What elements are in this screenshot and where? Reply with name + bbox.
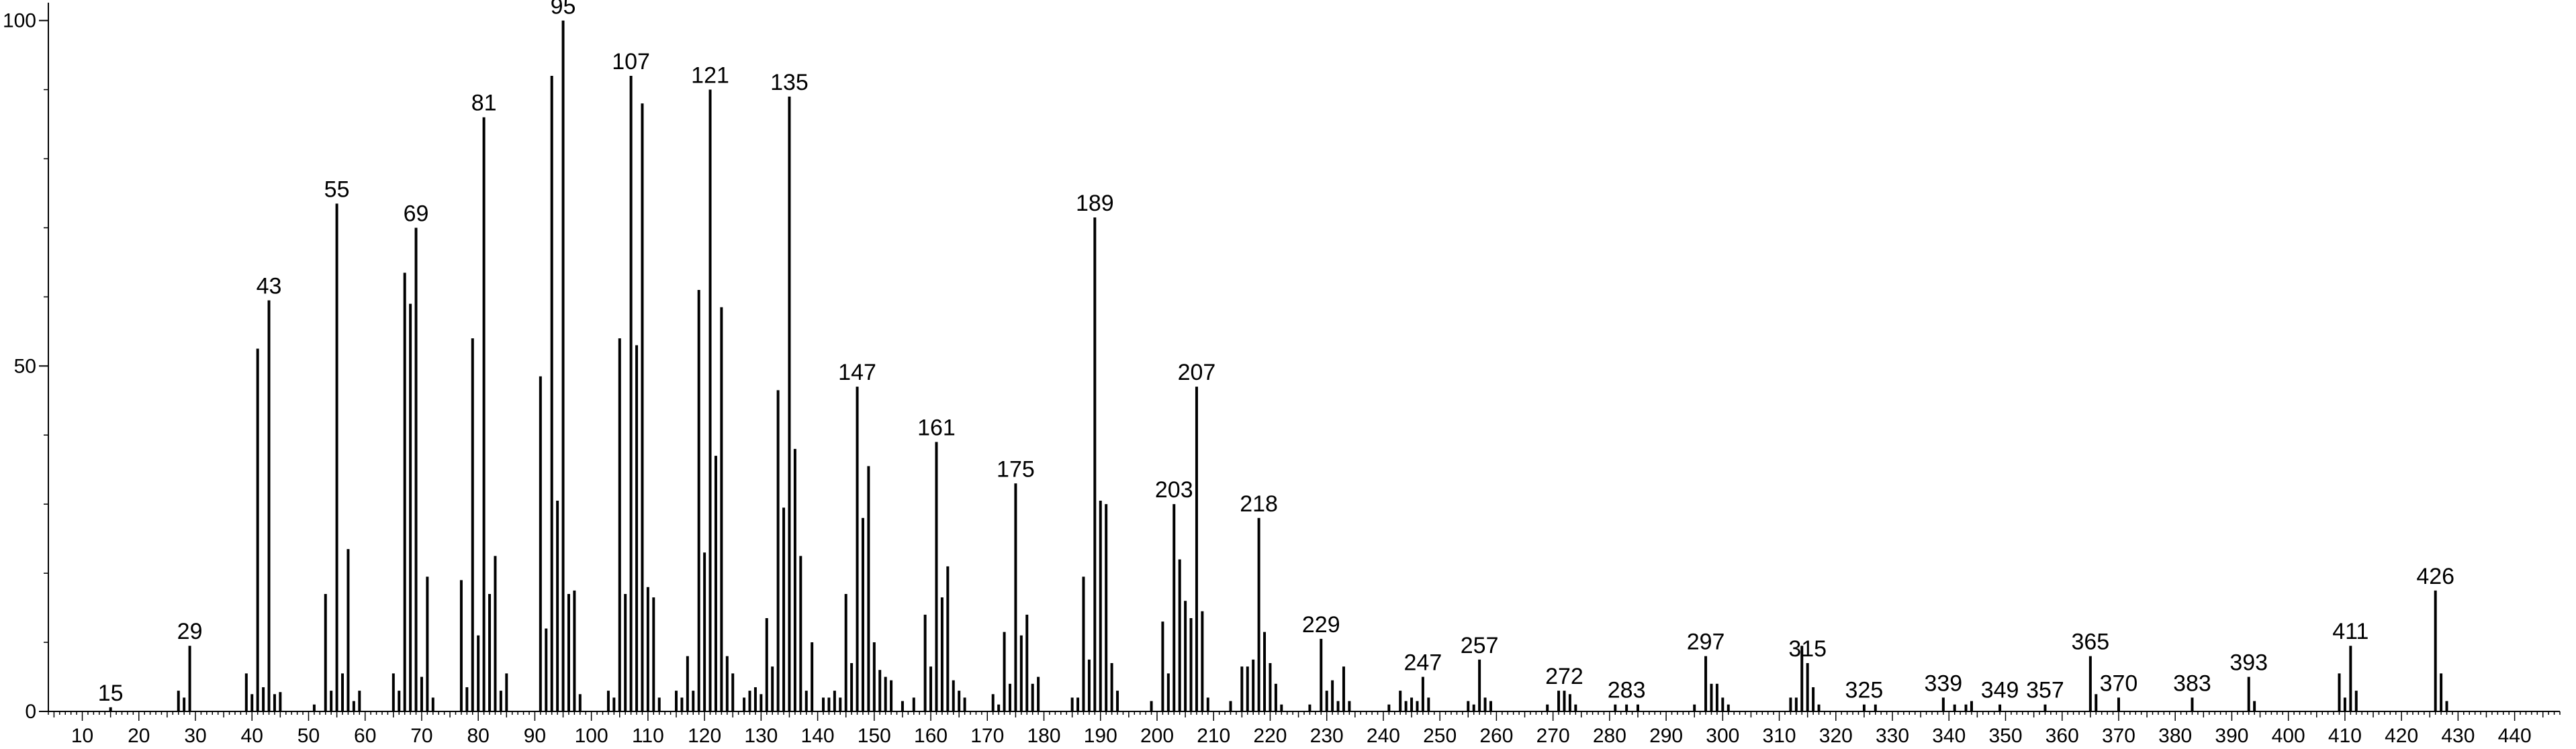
peak-label: 393 xyxy=(2229,650,2268,676)
peak-label: 147 xyxy=(838,360,876,385)
x-tick-label: 80 xyxy=(467,725,489,747)
x-tick-label: 260 xyxy=(1479,725,1513,747)
peak-label: 283 xyxy=(1608,678,1646,703)
peak-label: 29 xyxy=(177,619,203,644)
axes xyxy=(48,3,2560,712)
x-tick-label: 110 xyxy=(632,725,664,747)
peak-label: 365 xyxy=(2071,630,2109,655)
x-tick-label: 330 xyxy=(1876,725,1909,747)
peak-label: 426 xyxy=(2416,564,2454,589)
x-tick-label: 220 xyxy=(1253,725,1287,747)
peak-label: 383 xyxy=(2173,670,2211,696)
peak-label: 69 xyxy=(404,201,429,226)
x-tick-label: 290 xyxy=(1649,725,1683,747)
x-tick-label: 370 xyxy=(2102,725,2135,747)
peak-label: 95 xyxy=(551,0,576,19)
peak-label: 370 xyxy=(2100,670,2138,696)
x-tick-label: 270 xyxy=(1536,725,1570,747)
peak-label: 161 xyxy=(917,415,956,441)
x-tick-label: 300 xyxy=(1706,725,1739,747)
x-axis-ticks: 10 20 30 40 50 60 70 80 90 100 110 120 130 140 150 160 1… xyxy=(48,711,2561,747)
x-tick-label: 350 xyxy=(1988,725,2022,747)
peak-label: 247 xyxy=(1404,650,1442,676)
peak-label: 175 xyxy=(997,456,1035,482)
peak-label: 207 xyxy=(1178,360,1216,385)
x-tick-label: 190 xyxy=(1084,725,1117,747)
x-tick-label: 100 xyxy=(575,725,608,747)
y-tick-label: 100 xyxy=(3,10,36,32)
x-tick-label: 250 xyxy=(1423,725,1457,747)
x-tick-label: 230 xyxy=(1310,725,1344,747)
x-tick-label: 50 xyxy=(297,725,320,747)
x-tick-label: 120 xyxy=(688,725,721,747)
peak-label: 272 xyxy=(1545,664,1583,689)
x-tick-label: 130 xyxy=(744,725,778,747)
peak-label: 315 xyxy=(1788,636,1827,662)
x-tick-label: 410 xyxy=(2328,725,2362,747)
x-tick-label: 30 xyxy=(184,725,206,747)
peak-label: 339 xyxy=(1924,670,1962,696)
peak-label: 189 xyxy=(1076,191,1114,216)
x-tick-label: 160 xyxy=(914,725,948,747)
x-tick-label: 20 xyxy=(128,725,150,747)
peak-labels: 15 29 43 55 69 81 95 107 121 135 147 161 175 189 203 20… xyxy=(98,0,2454,706)
x-tick-label: 10 xyxy=(71,725,93,747)
peak-label: 357 xyxy=(2026,678,2064,703)
x-tick-label: 60 xyxy=(354,725,376,747)
x-tick-label: 280 xyxy=(1593,725,1626,747)
x-tick-label: 380 xyxy=(2158,725,2192,747)
x-tick-label: 240 xyxy=(1367,725,1400,747)
peak-bars xyxy=(109,20,2448,711)
peak-label: 81 xyxy=(471,91,497,116)
x-tick-label: 140 xyxy=(801,725,835,747)
x-tick-label: 200 xyxy=(1140,725,1174,747)
x-tick-label: 180 xyxy=(1027,725,1060,747)
peak-label: 107 xyxy=(612,49,650,74)
peak-label: 325 xyxy=(1845,678,1884,703)
peak-label: 297 xyxy=(1687,630,1725,655)
x-tick-label: 320 xyxy=(1819,725,1853,747)
peak-label: 15 xyxy=(98,681,124,706)
x-tick-label: 210 xyxy=(1197,725,1230,747)
peak-label: 43 xyxy=(257,274,282,299)
peak-label: 257 xyxy=(1461,633,1499,658)
x-tick-label: 390 xyxy=(2215,725,2248,747)
peak-label: 349 xyxy=(1981,678,2019,703)
y-tick-label: 0 xyxy=(25,701,36,723)
peak-label: 121 xyxy=(691,63,729,89)
x-tick-label: 310 xyxy=(1763,725,1796,747)
peak-label: 229 xyxy=(1302,612,1340,638)
peak-label: 55 xyxy=(324,177,350,202)
x-tick-label: 400 xyxy=(2272,725,2305,747)
peak-label: 135 xyxy=(770,70,809,95)
x-tick-label: 170 xyxy=(970,725,1004,747)
x-tick-label: 420 xyxy=(2385,725,2418,747)
x-tick-label: 360 xyxy=(2045,725,2079,747)
x-tick-label: 340 xyxy=(1932,725,1966,747)
x-tick-label: 440 xyxy=(2498,725,2532,747)
x-tick-label: 150 xyxy=(858,725,891,747)
peak-label: 218 xyxy=(1240,491,1278,517)
x-tick-label: 90 xyxy=(524,725,546,747)
x-tick-label: 430 xyxy=(2441,725,2475,747)
y-axis-ticks: 0 50 100 xyxy=(3,10,48,723)
peak-label: 203 xyxy=(1155,477,1193,503)
x-tick-label: 70 xyxy=(410,725,432,747)
y-tick-label: 50 xyxy=(14,355,36,377)
peak-label: 411 xyxy=(2332,619,2368,644)
x-tick-label: 40 xyxy=(241,725,263,747)
